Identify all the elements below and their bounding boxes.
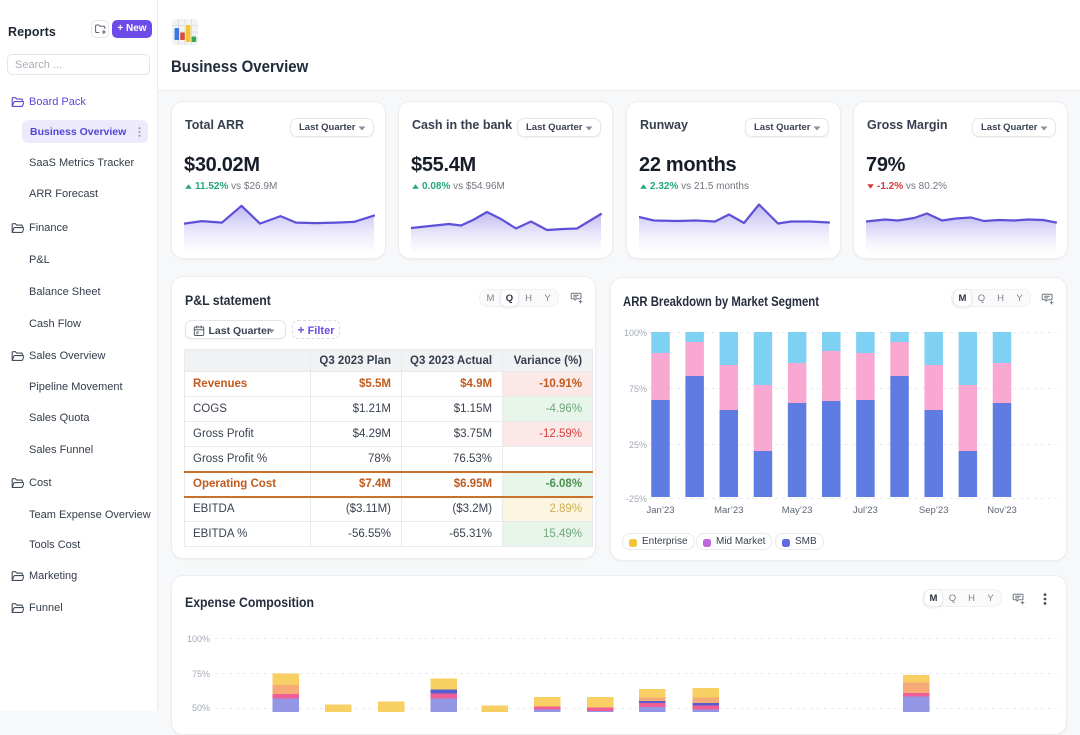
svg-text:Jul’23: Jul’23: [853, 505, 878, 516]
svg-text:50%: 50%: [192, 703, 210, 712]
svg-text:-25%: -25%: [626, 494, 647, 504]
svg-text:100%: 100%: [187, 634, 210, 644]
svg-text:Nov’23: Nov’23: [987, 505, 1017, 516]
svg-text:75%: 75%: [629, 384, 647, 394]
svg-text:75%: 75%: [192, 669, 210, 679]
svg-text:25%: 25%: [629, 440, 647, 450]
svg-text:Sep’23: Sep’23: [919, 505, 949, 516]
svg-text:May’23: May’23: [782, 505, 813, 516]
svg-text:Jan’23: Jan’23: [647, 505, 675, 516]
svg-text:Mar’23: Mar’23: [714, 505, 743, 516]
svg-text:100%: 100%: [624, 328, 647, 338]
